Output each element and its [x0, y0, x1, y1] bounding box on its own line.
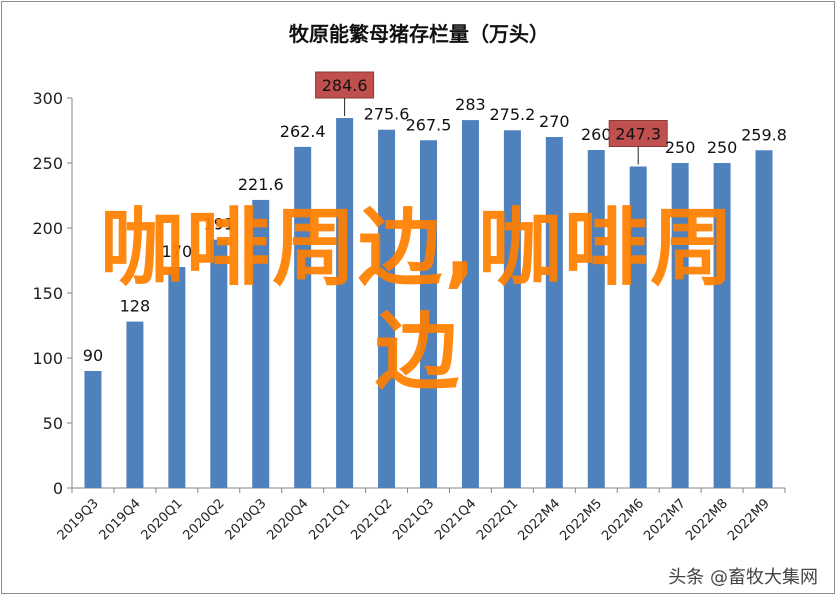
data-label: 275.2: [489, 105, 535, 124]
source-credit: 头条 @畜牧大集网: [668, 567, 818, 588]
data-label: 260: [581, 125, 612, 144]
bar: [545, 137, 563, 488]
x-tick-label: 2022M5: [557, 496, 605, 544]
x-tick-label: 2021Q1: [306, 496, 353, 543]
bar: [294, 146, 312, 488]
data-label: 250: [665, 138, 696, 157]
x-tick-label: 2020Q4: [264, 496, 311, 543]
bar: [420, 140, 437, 488]
x-tick-label: 2020Q1: [139, 496, 186, 543]
x-tick-label: 2020Q3: [222, 496, 269, 543]
data-label: 191: [204, 215, 235, 234]
x-tick-label: 2022Q1: [474, 496, 521, 543]
y-tick-label: 250: [32, 154, 63, 173]
data-label: 259.8: [741, 125, 787, 144]
bar: [713, 163, 731, 488]
y-tick-label: 50: [43, 414, 63, 433]
y-tick-label: 150: [32, 284, 63, 303]
bar: [629, 166, 647, 488]
data-label: 275.6: [364, 105, 410, 124]
x-tick-label: 2019Q4: [97, 496, 144, 543]
bar: [252, 199, 270, 489]
bar: [503, 130, 521, 489]
y-tick-label: 300: [32, 89, 63, 108]
bar: [378, 129, 396, 488]
bar: [336, 118, 354, 489]
bar: [168, 267, 186, 488]
data-label: 128: [120, 297, 151, 316]
bar: [84, 371, 102, 488]
bar: [461, 120, 479, 488]
bar: [671, 163, 689, 488]
bar: [755, 150, 773, 488]
bar: [126, 321, 144, 488]
bar: [587, 150, 605, 488]
x-tick-label: 2022M7: [641, 496, 689, 544]
x-tick-label: 2019Q3: [55, 496, 102, 543]
bar: [210, 239, 228, 488]
x-tick-label: 2022M8: [683, 496, 731, 544]
x-tick-label: 2020Q2: [181, 496, 228, 543]
data-label: 170: [162, 242, 193, 261]
data-label: 283: [455, 95, 486, 114]
data-label: 284.6: [322, 76, 368, 95]
data-label: 262.4: [280, 122, 326, 141]
data-label: 90: [83, 346, 103, 365]
x-tick-label: 2022M9: [725, 496, 773, 544]
data-label-highlight-box: [315, 71, 375, 99]
overlay-watermark-text: 咖啡周边,咖啡周边: [100, 199, 736, 401]
data-label: 250: [707, 138, 738, 157]
x-tick-label: 2021Q4: [432, 496, 479, 543]
y-tick-label: 200: [32, 219, 63, 238]
x-tick-label: 2022M4: [515, 496, 563, 544]
data-label: 270: [539, 112, 570, 131]
x-tick-label: 2022M6: [599, 496, 647, 544]
data-label: 247.3: [615, 125, 661, 144]
x-tick-label: 2021Q2: [348, 496, 395, 543]
data-label-highlight-box: [608, 120, 668, 148]
data-label: 267.5: [406, 115, 452, 134]
y-tick-label: 100: [32, 349, 63, 368]
x-tick-label: 2021Q3: [390, 496, 437, 543]
chart-title: 牧原能繁母猪存栏量（万头）: [289, 22, 549, 46]
data-label: 221.6: [238, 175, 284, 194]
y-tick-label: 0: [53, 479, 63, 498]
